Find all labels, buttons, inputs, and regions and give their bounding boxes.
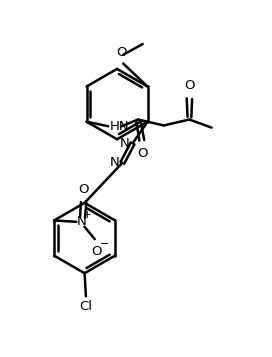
Text: Cl: Cl xyxy=(79,300,92,313)
Text: O: O xyxy=(78,183,89,196)
Text: O: O xyxy=(116,46,126,59)
Text: −: − xyxy=(100,239,109,249)
Text: N: N xyxy=(120,137,130,150)
Text: N: N xyxy=(76,215,86,228)
Text: O: O xyxy=(91,245,102,258)
Text: O: O xyxy=(184,80,195,92)
Text: O: O xyxy=(137,147,147,160)
Text: HN: HN xyxy=(110,120,130,132)
Text: N: N xyxy=(110,156,120,169)
Text: +: + xyxy=(83,210,91,220)
